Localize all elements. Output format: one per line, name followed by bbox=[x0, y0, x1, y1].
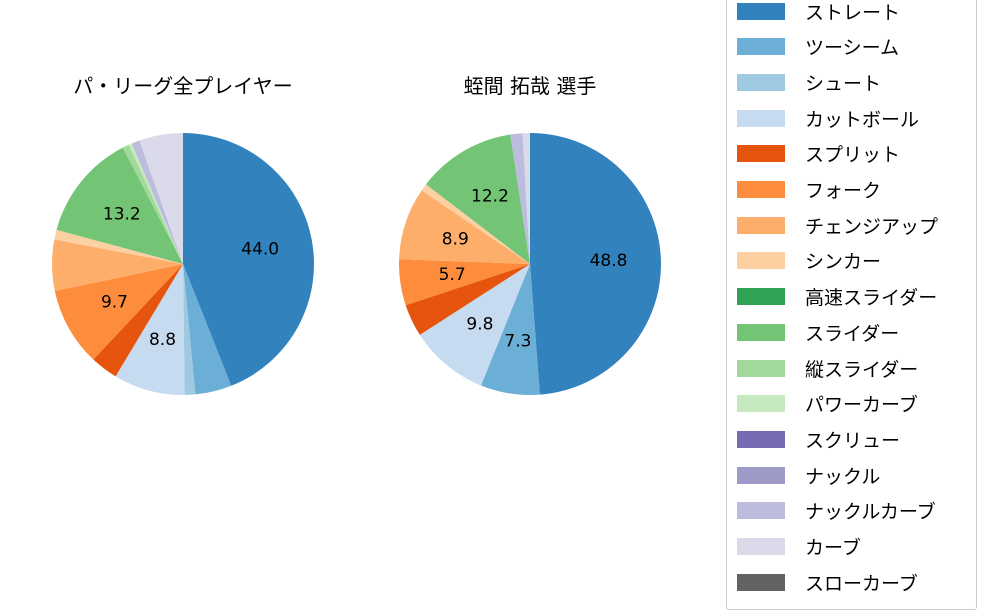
pie-value-label: 8.8 bbox=[149, 330, 176, 350]
pie-slice-ストレート bbox=[183, 133, 315, 386]
legend-label: カーブ bbox=[805, 537, 861, 559]
pie-slice-縦スライダー bbox=[122, 144, 183, 264]
legend-swatch bbox=[737, 323, 785, 341]
legend-label: ストレート bbox=[805, 1, 901, 24]
legend-item: 縦スライダー bbox=[737, 356, 919, 381]
legend-label: シュート bbox=[805, 72, 882, 95]
pie-slice-チェンジアップ bbox=[399, 190, 530, 264]
legend-item: スライダー bbox=[737, 320, 900, 345]
legend-item: カーブ bbox=[737, 535, 861, 559]
pie-slice-スプリット bbox=[93, 264, 183, 377]
legend-swatch bbox=[737, 109, 785, 127]
legend-swatch bbox=[737, 430, 785, 448]
legend-swatch bbox=[737, 38, 785, 56]
legend-item: シュート bbox=[737, 70, 882, 95]
pie-slice-フォーク bbox=[54, 264, 183, 360]
legend-item: フォーク bbox=[737, 178, 881, 202]
pie-slice-ツーシーム bbox=[481, 264, 540, 395]
legend-label: ツーシーム bbox=[805, 37, 900, 60]
pie-value-label: 9.7 bbox=[101, 293, 128, 313]
legend-label: ナックルカーブ bbox=[805, 501, 936, 524]
legend-swatch bbox=[737, 573, 785, 591]
pie-value-label: 8.9 bbox=[442, 229, 469, 249]
legend-item: スクリュー bbox=[737, 427, 901, 452]
legend-label: スローカーブ bbox=[805, 572, 918, 595]
legend-swatch bbox=[737, 145, 785, 163]
legend-label: スクリュー bbox=[805, 429, 901, 452]
legend-label: 縦スライダー bbox=[805, 358, 919, 381]
pie-slice-フォーク bbox=[399, 259, 530, 306]
legend-swatch bbox=[737, 538, 785, 555]
pie-slice-シンカー bbox=[54, 229, 183, 264]
legend-swatch bbox=[737, 73, 785, 91]
legend-item: ツーシーム bbox=[737, 35, 899, 59]
legend-swatch bbox=[737, 359, 785, 377]
pie-slice-パワーカーブ bbox=[128, 143, 183, 264]
pie-slice-ツーシーム bbox=[183, 264, 232, 395]
legend-item: チェンジアップ bbox=[737, 213, 939, 238]
pie-value-label: 5.7 bbox=[439, 265, 466, 285]
pie-slice-カーブ bbox=[139, 133, 183, 264]
legend-item: ナックル bbox=[737, 463, 881, 488]
legend-label: ナックル bbox=[805, 465, 881, 488]
legend-label: パワーカーブ bbox=[805, 394, 918, 417]
legend-item: スローカーブ bbox=[737, 570, 918, 595]
pie-slice-シュート bbox=[183, 264, 196, 395]
legend-swatch bbox=[737, 502, 785, 520]
pie-value-label: 12.2 bbox=[471, 186, 509, 206]
pie-slice-カーブ bbox=[522, 133, 530, 264]
pie-slice-スライダー bbox=[56, 147, 183, 264]
legend-swatch bbox=[737, 2, 785, 20]
legend-swatch bbox=[737, 288, 785, 306]
legend-swatch bbox=[737, 181, 785, 198]
pie-slice-シンカー bbox=[421, 184, 530, 264]
legend-swatch bbox=[737, 252, 785, 270]
legend-swatch bbox=[737, 466, 785, 484]
legend-item: シンカー bbox=[737, 249, 881, 273]
legend-item: パワーカーブ bbox=[737, 392, 918, 416]
right-chart-title: 蛭間 拓哉 選手 bbox=[463, 74, 597, 98]
pie-slice-カットボール bbox=[115, 264, 185, 395]
right-pie-chart: 48.8 7.3 9.8 5.7 8.9 12.2 bbox=[399, 133, 662, 395]
legend: ストレートツーシームシュートカットボール スプリットフォークチェンジアップ シンカー… bbox=[726, 0, 977, 610]
pie-slice-ストレート bbox=[530, 133, 662, 395]
legend-item: スプリット bbox=[737, 142, 900, 166]
pie-slice-ナックルカーブ bbox=[131, 140, 183, 264]
pie-value-label: 13.2 bbox=[103, 205, 141, 225]
pie-slice-ナックルカーブ bbox=[510, 133, 530, 264]
pie-slice-チェンジアップ bbox=[51, 239, 183, 291]
pie-value-label: 9.8 bbox=[466, 315, 493, 335]
legend-item: ナックルカーブ bbox=[737, 499, 936, 523]
left-chart-title: パ・リーグ全プレイヤー bbox=[73, 74, 293, 98]
legend-swatch bbox=[737, 216, 785, 234]
legend-label: カットボール bbox=[805, 108, 920, 131]
pie-slice-スライダー bbox=[425, 134, 530, 264]
legend-label: フォーク bbox=[805, 180, 882, 202]
pie-value-label: 7.3 bbox=[504, 332, 531, 352]
pie-slice-スプリット bbox=[405, 264, 530, 335]
legend-item: カットボール bbox=[737, 106, 920, 131]
legend-swatch bbox=[737, 395, 785, 413]
left-pie-chart: 44.0 8.8 9.7 13.2 bbox=[51, 133, 315, 395]
pie-value-label: 44.0 bbox=[241, 239, 279, 259]
pie-value-label: 48.8 bbox=[590, 251, 628, 271]
legend-label: 高速スライダー bbox=[805, 287, 938, 310]
legend-label: チェンジアップ bbox=[805, 215, 939, 238]
legend-item: ストレート bbox=[737, 0, 901, 24]
legend-label: スライダー bbox=[805, 322, 900, 345]
legend-label: シンカー bbox=[805, 251, 882, 274]
legend-item: 高速スライダー bbox=[737, 285, 937, 309]
pie-slice-カットボール bbox=[419, 264, 530, 386]
legend-label: スプリット bbox=[805, 144, 901, 167]
